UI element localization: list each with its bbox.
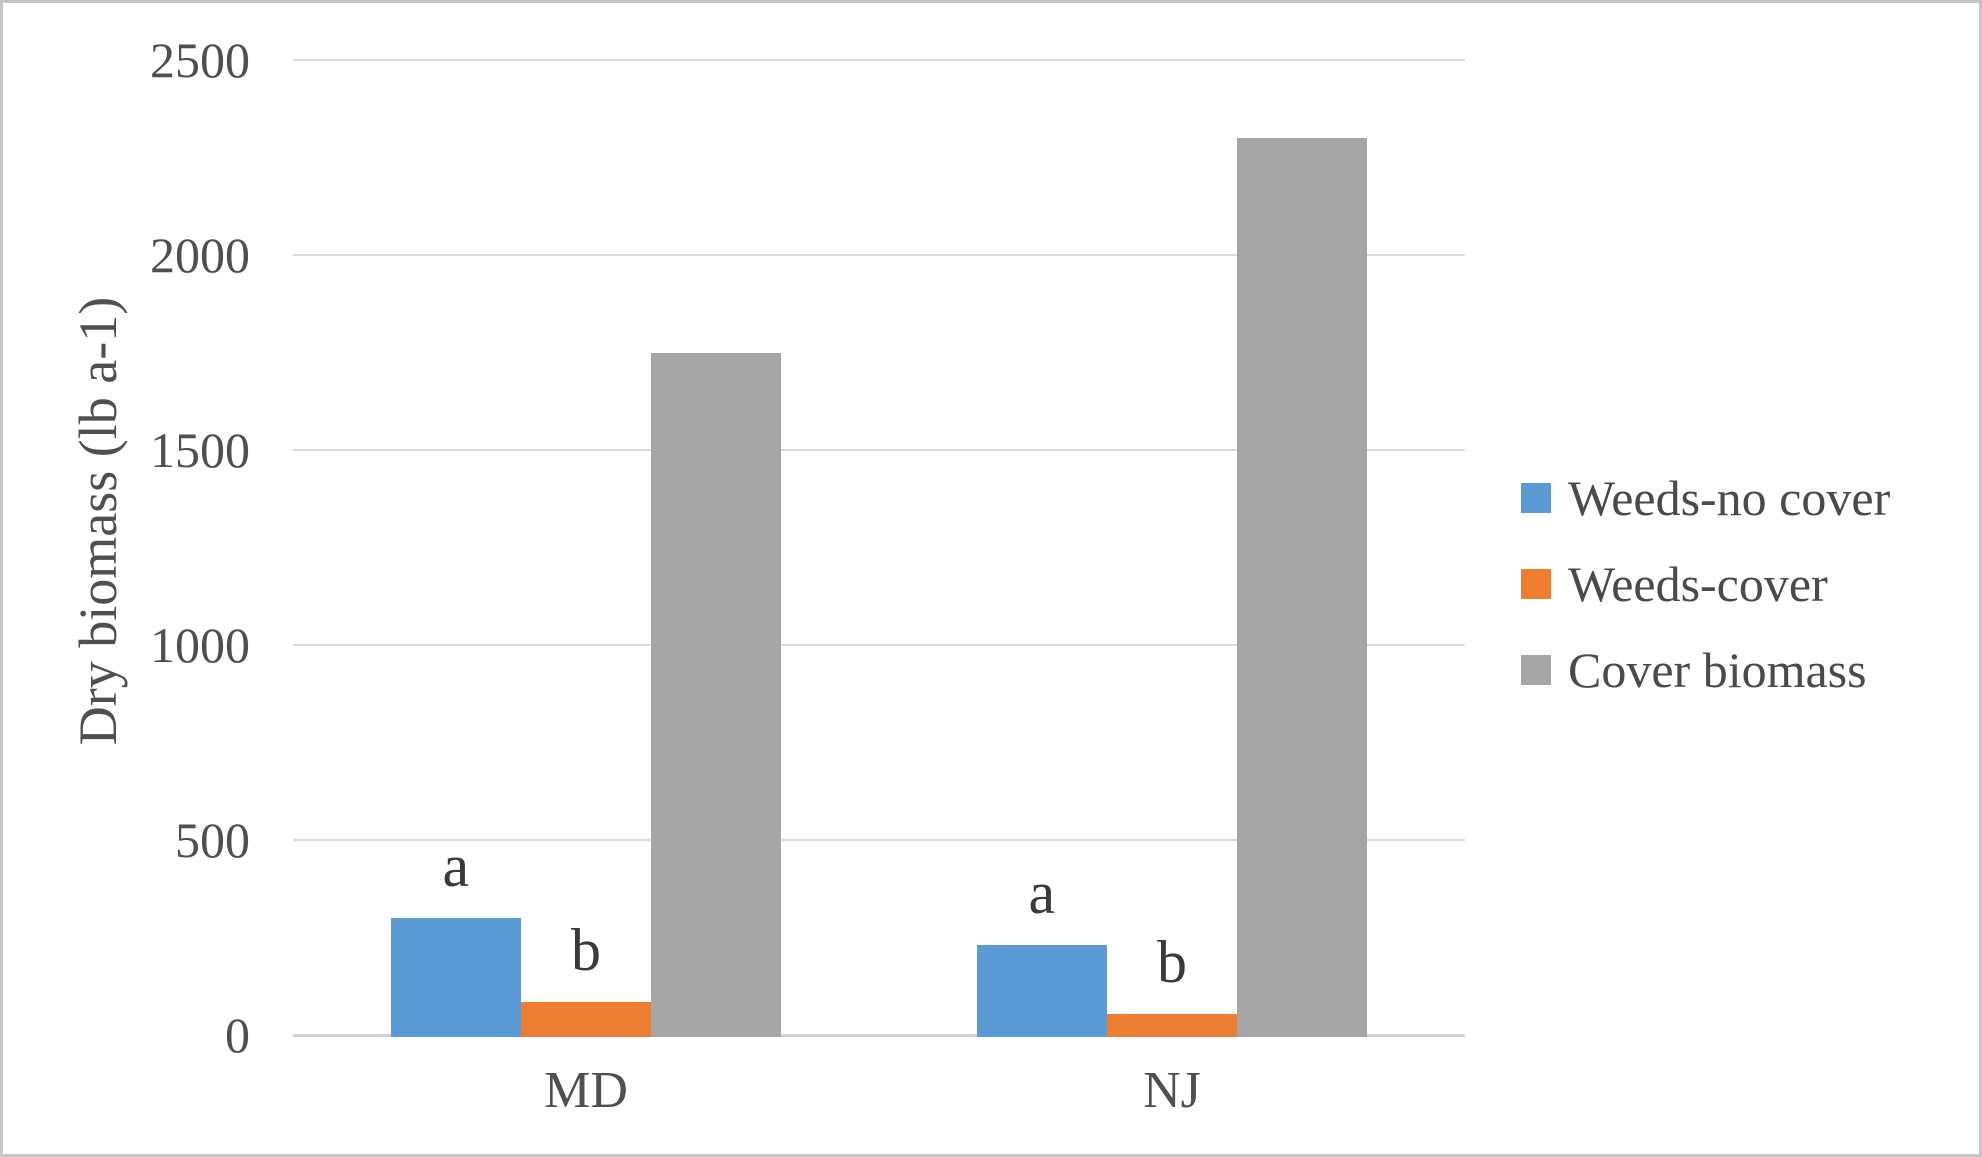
bar-cover-biomass-md — [651, 352, 782, 1037]
y-tick-label-2000: 2000 — [150, 227, 250, 283]
y-tick-label-2500: 2500 — [150, 32, 250, 88]
gridline-500 — [293, 839, 1465, 841]
legend-item-weeds-no-cover: Weeds-no cover — [1521, 465, 1890, 531]
y-tick-label-1500: 1500 — [150, 422, 250, 478]
y-tick-label-0: 0 — [225, 1007, 250, 1063]
bar-weeds-no-cover-nj — [976, 945, 1107, 1037]
x-category-label-nj: NJ — [1143, 1062, 1201, 1119]
legend-label-cover-biomass: Cover biomass — [1568, 642, 1867, 698]
gridline-2500 — [293, 59, 1465, 61]
significance-letter-nj-weeds-no-cover: a — [1028, 860, 1056, 927]
y-tick-label-1000: 1000 — [150, 617, 250, 673]
plot-area: a b a b — [293, 59, 1465, 1037]
gridline-1500 — [293, 449, 1465, 451]
bar-weeds-no-cover-md — [390, 918, 521, 1037]
bar-cover-biomass-nj — [1237, 138, 1368, 1037]
y-tick-label-500: 500 — [175, 812, 250, 868]
gridline-2000 — [293, 254, 1465, 256]
legend-item-weeds-cover: Weeds-cover — [1521, 551, 1890, 617]
legend-label-weeds-no-cover: Weeds-no cover — [1568, 470, 1891, 526]
legend: Weeds-no cover Weeds-cover Cover biomass — [1521, 465, 1890, 703]
legend-swatch-weeds-cover — [1521, 569, 1551, 599]
significance-letter-md-weeds-cover: b — [571, 916, 601, 983]
x-axis-line — [293, 1034, 1465, 1037]
x-category-label-md: MD — [544, 1062, 628, 1119]
legend-item-cover-biomass: Cover biomass — [1521, 637, 1890, 703]
significance-letter-nj-weeds-cover: b — [1157, 928, 1187, 995]
bar-weeds-cover-nj — [1106, 1013, 1238, 1037]
gridline-1000 — [293, 644, 1465, 646]
significance-letter-md-weeds-no-cover: a — [442, 833, 470, 899]
legend-label-weeds-cover: Weeds-cover — [1568, 556, 1828, 612]
legend-swatch-cover-biomass — [1521, 655, 1551, 685]
bar-weeds-cover-md — [520, 1001, 652, 1037]
legend-swatch-weeds-no-cover — [1521, 483, 1551, 513]
